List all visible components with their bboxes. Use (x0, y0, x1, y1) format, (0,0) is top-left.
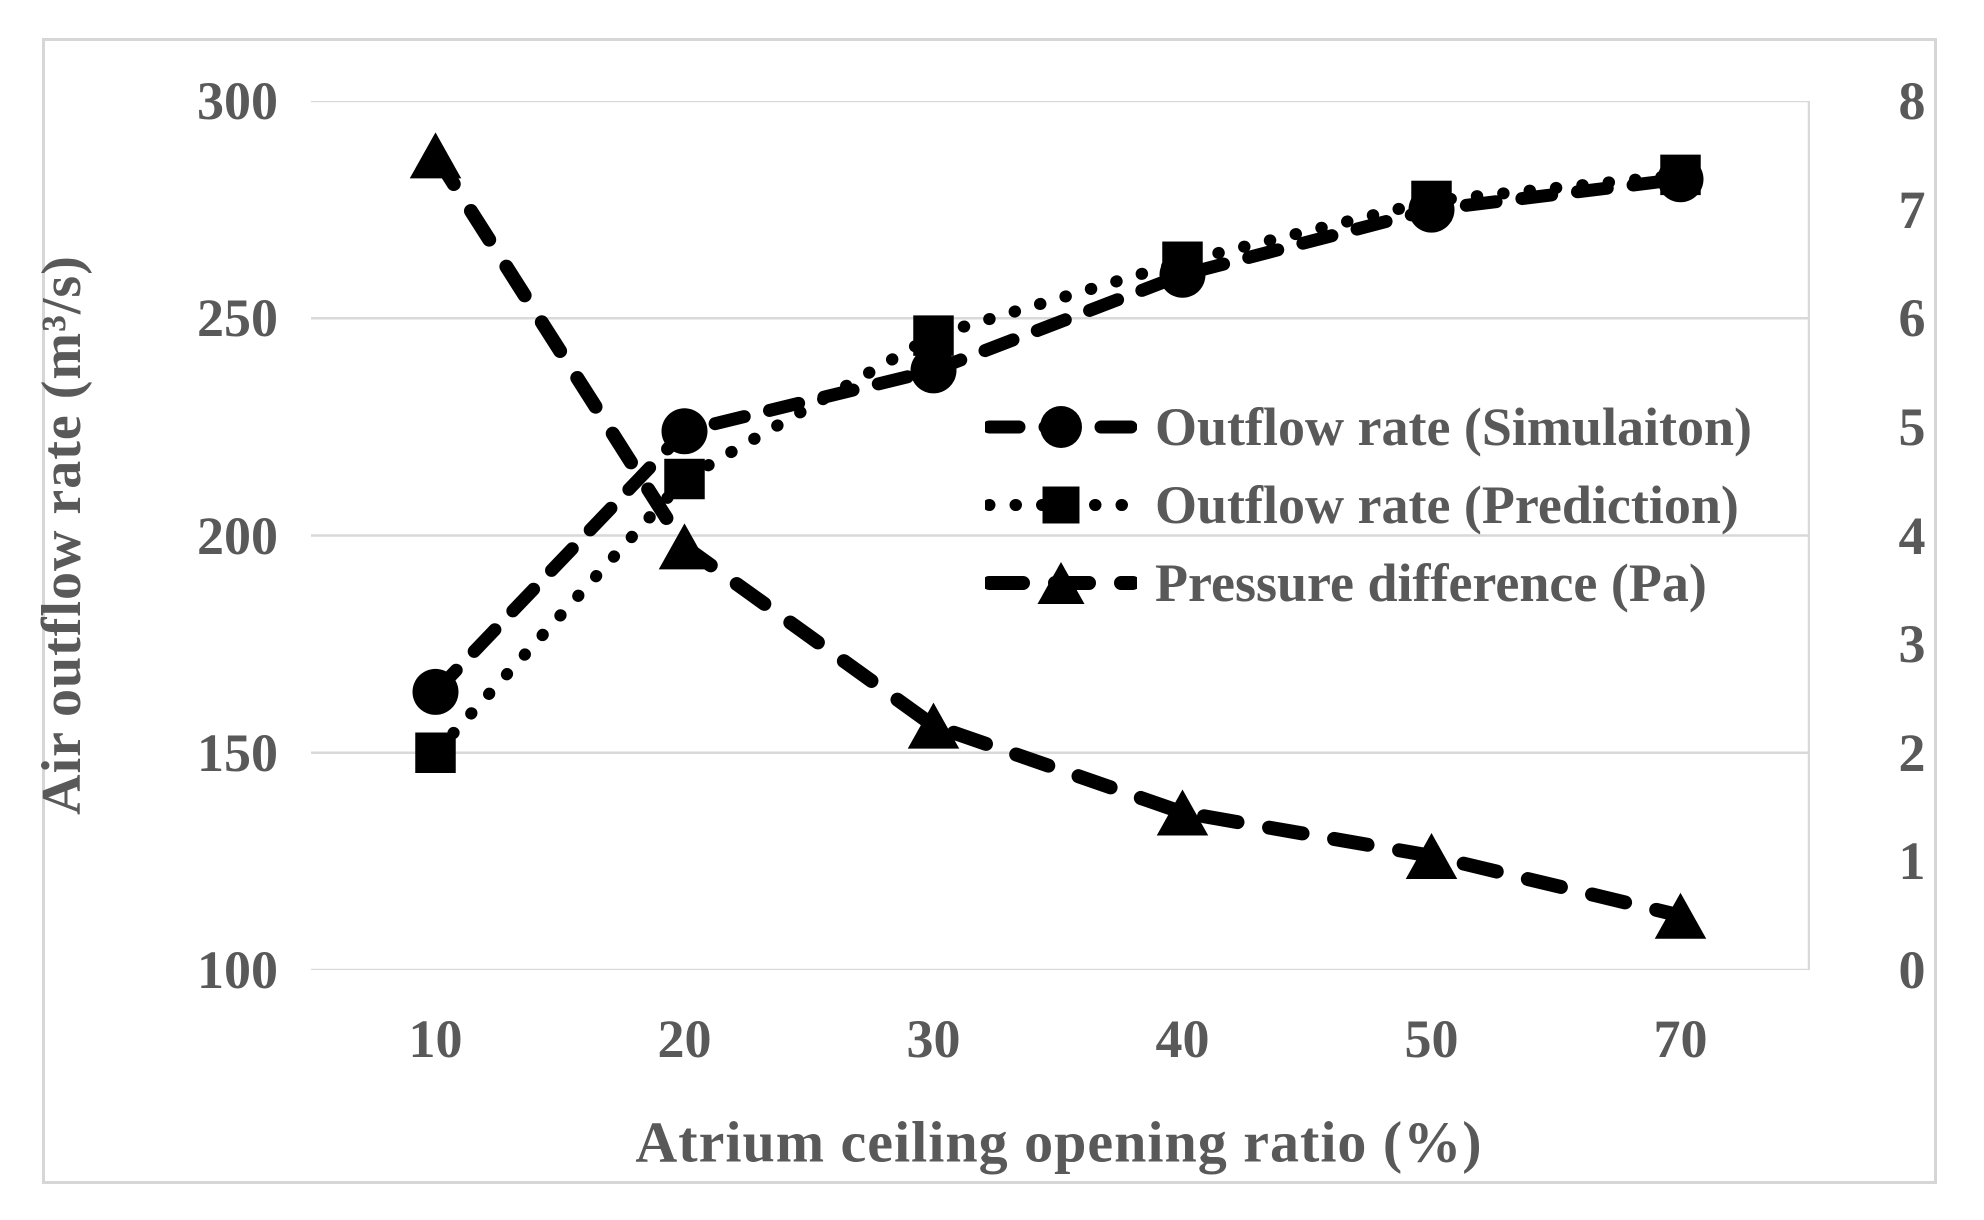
circle-icon (1040, 406, 1082, 448)
square-icon (1042, 486, 1080, 524)
square-marker (1660, 154, 1701, 196)
legend-item-outflow-rate-prediction: Outflow rate (Prediction) (985, 466, 1752, 544)
plot-svg (311, 99, 1811, 972)
triangle-icon (1037, 562, 1085, 604)
series-line (429, 168, 1687, 759)
left-tick-300: 300 (197, 71, 278, 131)
triangle-marker (658, 523, 711, 570)
chart-border (42, 38, 1937, 1184)
right-tick-4: 4 (1898, 505, 1926, 566)
circle-marker (412, 668, 459, 715)
square-marker (415, 732, 456, 773)
x-tick-30: 30 (906, 1009, 961, 1069)
left-tick-200: 200 (197, 505, 278, 566)
square-marker (1411, 180, 1452, 222)
legend-label: Outflow rate (Simulaiton) (1155, 397, 1752, 457)
triangle-marker (409, 132, 462, 179)
circle-marker (910, 347, 957, 394)
series-pressure-difference-pa (409, 132, 1707, 939)
series-outflow-rate-prediction (415, 154, 1701, 773)
legend: Outflow rate (Simulaiton) Outflow rate (P… (985, 388, 1752, 622)
x-tick-70: 70 (1653, 1009, 1708, 1069)
right-tick-6: 6 (1898, 288, 1926, 349)
left-tick-250: 250 (197, 288, 278, 349)
square-marker (913, 315, 954, 356)
x-tick-20: 20 (657, 1009, 712, 1069)
triangle-marker (907, 702, 960, 749)
x-axis-title: Atrium ceiling opening ratio (%) (635, 1109, 1483, 1175)
triangle-marker (1405, 832, 1458, 879)
triangle-marker (1654, 892, 1707, 939)
right-tick-7: 7 (1898, 179, 1926, 240)
plot-area (311, 99, 1811, 972)
right-tick-1: 1 (1898, 831, 1926, 892)
legend-label: Outflow rate (Prediction) (1155, 475, 1739, 535)
circle-legend-swatch-icon (985, 406, 1137, 448)
triangle-legend-swatch-icon (985, 562, 1137, 604)
square-legend-swatch-icon (985, 486, 1137, 524)
series-line (429, 172, 1687, 699)
x-tick-50: 50 (1404, 1009, 1459, 1069)
x-tick-10: 10 (408, 1009, 463, 1069)
triangle-marker (1156, 789, 1209, 836)
x-tick-40: 40 (1155, 1009, 1210, 1069)
legend-item-outflow-rate-simulaiton: Outflow rate (Simulaiton) (985, 388, 1752, 466)
series-line (428, 148, 1688, 923)
right-tick-0: 0 (1898, 940, 1926, 1000)
legend-label: Pressure difference (Pa) (1155, 553, 1707, 613)
legend-item-pressure-difference-pa: Pressure difference (Pa) (985, 544, 1752, 622)
square-marker (664, 458, 705, 500)
left-tick-100: 100 (197, 940, 278, 1000)
right-tick-5: 5 (1898, 396, 1926, 457)
circle-marker (661, 408, 708, 455)
square-marker (1162, 241, 1203, 283)
right-tick-2: 2 (1898, 722, 1926, 783)
left-tick-150: 150 (197, 722, 278, 783)
right-tick-3: 3 (1898, 614, 1926, 675)
right-tick-8: 8 (1898, 71, 1926, 131)
